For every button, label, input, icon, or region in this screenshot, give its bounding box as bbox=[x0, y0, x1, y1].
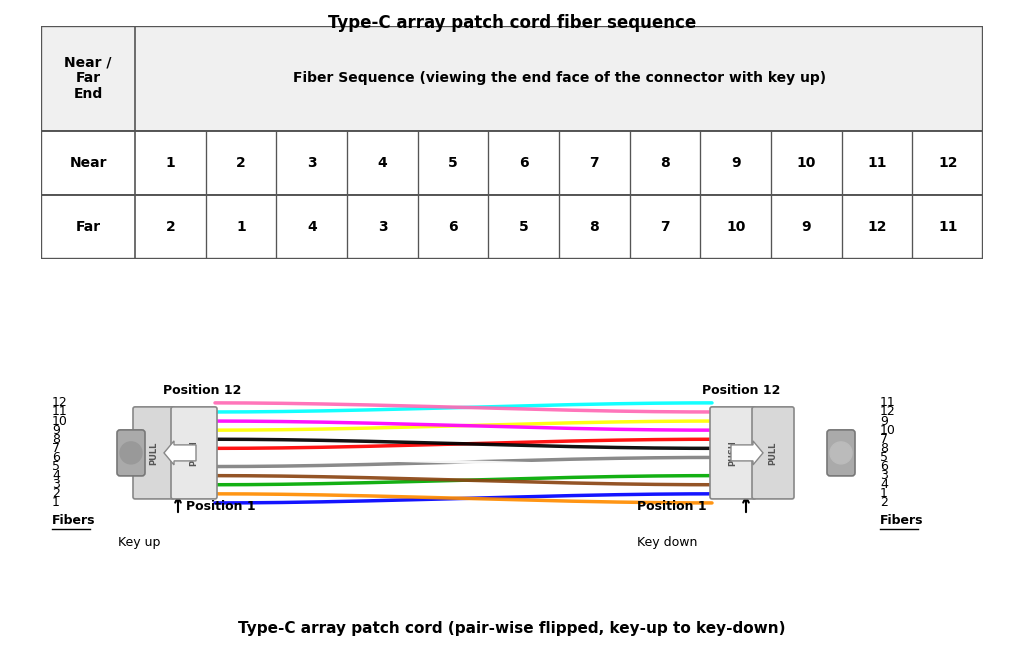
Text: PUSH: PUSH bbox=[189, 440, 199, 466]
Text: PUSH: PUSH bbox=[728, 440, 737, 466]
Text: 1: 1 bbox=[52, 496, 59, 509]
Text: 10: 10 bbox=[797, 156, 816, 170]
Text: 1: 1 bbox=[237, 220, 246, 234]
Text: Position 1: Position 1 bbox=[637, 500, 707, 514]
Text: 8: 8 bbox=[52, 433, 60, 446]
Text: Type-C array patch cord (pair-wise flipped, key-up to key-down): Type-C array patch cord (pair-wise flipp… bbox=[239, 622, 785, 637]
Text: Fibers: Fibers bbox=[880, 514, 924, 527]
Text: Position 12: Position 12 bbox=[702, 384, 780, 397]
Text: 1: 1 bbox=[166, 156, 175, 170]
Text: 10: 10 bbox=[880, 424, 896, 437]
Text: 7: 7 bbox=[660, 220, 670, 234]
FancyBboxPatch shape bbox=[117, 430, 145, 476]
Text: Fibers: Fibers bbox=[52, 514, 95, 527]
Text: 5: 5 bbox=[52, 460, 60, 473]
Text: PULL: PULL bbox=[150, 441, 159, 465]
Bar bbox=[41, 26, 983, 131]
Text: 9: 9 bbox=[731, 156, 740, 170]
Text: 9: 9 bbox=[802, 220, 811, 234]
Text: 4: 4 bbox=[52, 469, 59, 482]
Text: 9: 9 bbox=[880, 415, 888, 428]
Text: PULL: PULL bbox=[768, 441, 777, 465]
FancyBboxPatch shape bbox=[752, 407, 794, 499]
Text: 12: 12 bbox=[880, 406, 896, 419]
Text: 7: 7 bbox=[590, 156, 599, 170]
Text: 11: 11 bbox=[880, 397, 896, 410]
Text: 2: 2 bbox=[166, 220, 175, 234]
Text: 3: 3 bbox=[307, 156, 316, 170]
Text: 12: 12 bbox=[52, 397, 68, 410]
Text: 2: 2 bbox=[237, 156, 246, 170]
Text: Near /
Far
End: Near / Far End bbox=[65, 55, 112, 102]
Text: Key up: Key up bbox=[118, 536, 161, 549]
Text: Key down: Key down bbox=[637, 536, 697, 549]
Text: Fiber Sequence (viewing the end face of the connector with key up): Fiber Sequence (viewing the end face of … bbox=[293, 71, 825, 85]
Text: 9: 9 bbox=[52, 424, 59, 437]
Text: 12: 12 bbox=[938, 156, 957, 170]
Text: 6: 6 bbox=[880, 460, 888, 473]
Text: 1: 1 bbox=[880, 487, 888, 500]
FancyBboxPatch shape bbox=[171, 407, 217, 499]
Text: 3: 3 bbox=[880, 469, 888, 482]
Text: 4: 4 bbox=[378, 156, 387, 170]
Bar bbox=[41, 131, 983, 195]
Text: 3: 3 bbox=[378, 220, 387, 234]
Text: 10: 10 bbox=[52, 415, 68, 428]
Text: 6: 6 bbox=[519, 156, 528, 170]
Text: 5: 5 bbox=[880, 451, 888, 464]
Text: 4: 4 bbox=[880, 478, 888, 491]
Text: Far: Far bbox=[76, 220, 100, 234]
FancyArrow shape bbox=[164, 441, 196, 465]
Text: 11: 11 bbox=[52, 406, 68, 419]
Bar bbox=[41, 195, 983, 259]
Text: Type-C array patch cord fiber sequence: Type-C array patch cord fiber sequence bbox=[328, 14, 696, 32]
Text: 7: 7 bbox=[52, 442, 60, 455]
Text: 7: 7 bbox=[880, 433, 888, 446]
Text: 10: 10 bbox=[726, 220, 745, 234]
Text: 6: 6 bbox=[449, 220, 458, 234]
Text: Position 12: Position 12 bbox=[163, 384, 242, 397]
Circle shape bbox=[830, 442, 852, 464]
Text: 8: 8 bbox=[660, 156, 670, 170]
Text: 11: 11 bbox=[867, 156, 887, 170]
FancyBboxPatch shape bbox=[133, 407, 175, 499]
Text: Near: Near bbox=[70, 156, 106, 170]
Text: 11: 11 bbox=[938, 220, 957, 234]
Text: Position 1: Position 1 bbox=[186, 500, 256, 514]
Text: 5: 5 bbox=[449, 156, 458, 170]
Circle shape bbox=[120, 442, 142, 464]
Text: 2: 2 bbox=[52, 487, 59, 500]
FancyArrow shape bbox=[731, 441, 763, 465]
Text: 2: 2 bbox=[880, 496, 888, 509]
FancyBboxPatch shape bbox=[827, 430, 855, 476]
Text: 8: 8 bbox=[590, 220, 599, 234]
Text: 5: 5 bbox=[519, 220, 528, 234]
Text: 4: 4 bbox=[307, 220, 316, 234]
Text: 6: 6 bbox=[52, 451, 59, 464]
Text: 3: 3 bbox=[52, 478, 59, 491]
FancyBboxPatch shape bbox=[710, 407, 756, 499]
Text: 8: 8 bbox=[880, 442, 888, 455]
Text: 12: 12 bbox=[867, 220, 887, 234]
